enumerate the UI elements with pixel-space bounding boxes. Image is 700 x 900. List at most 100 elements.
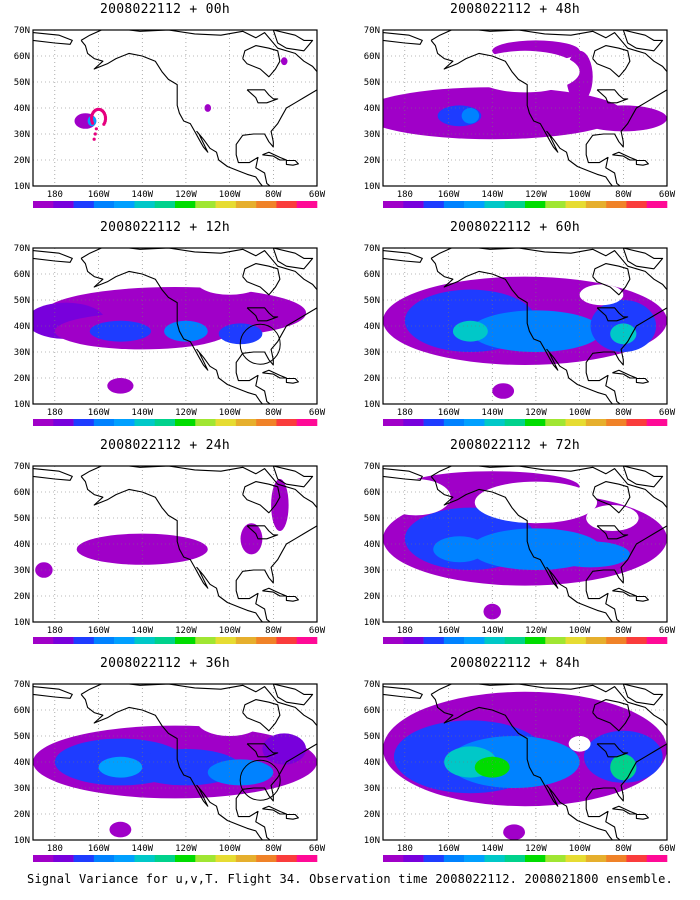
lat-label: 40N: [364, 540, 380, 550]
lon-label: 80W: [265, 190, 282, 200]
lon-label: 120W: [525, 190, 547, 200]
lon-label: 160W: [438, 408, 460, 418]
colorbar-segment: [256, 637, 277, 644]
map-canvas: 70N 60N 50N 40N 30N 20N 10N 180 160W 140W 120W 100W…: [364, 462, 676, 644]
colorbar-segment: [585, 637, 607, 644]
lon-label: 160W: [438, 190, 460, 200]
variance-field: [164, 320, 208, 342]
colorbar-segment: [235, 637, 257, 644]
colorbar-segment: [296, 855, 318, 862]
map-panel: 70N 60N 50N 40N 30N 20N 10N 180 160W 140W 120W 100W…: [0, 218, 330, 426]
lat-label: 30N: [14, 784, 30, 794]
colorbar-segment: [383, 637, 404, 644]
colorbar-segment: [525, 419, 546, 426]
colorbar-segment: [33, 855, 54, 862]
colorbar-segment: [383, 855, 404, 862]
lat-label: 50N: [364, 296, 380, 306]
lat-label: 40N: [14, 322, 30, 332]
map-panel: 70N 60N 50N 40N 30N 20N 10N 180 160W 140W 120W 100W…: [0, 0, 330, 208]
variance-field: [240, 523, 263, 555]
lon-label: 80W: [265, 626, 282, 636]
colorbar-segment: [235, 855, 257, 862]
lon-label: 140W: [131, 844, 153, 854]
lat-label: 50N: [364, 78, 380, 88]
map-canvas: 70N 60N 50N 40N 30N 20N 10N 180 160W 140W 120W 100W…: [14, 244, 326, 426]
panel-title: 2008022112 + 72h: [449, 438, 581, 453]
lon-label: 140W: [131, 408, 153, 418]
colorbar-segment: [585, 855, 607, 862]
lat-label: 70N: [14, 680, 30, 690]
lat-label: 30N: [14, 348, 30, 358]
lat-label: 10N: [14, 400, 30, 410]
lon-label: 120W: [525, 408, 547, 418]
lon-label: 180: [397, 190, 413, 200]
colorbar-segment: [525, 201, 546, 208]
lon-label: 140W: [131, 626, 153, 636]
lon-label: 120W: [525, 844, 547, 854]
variance-field: [207, 759, 274, 786]
variance-field: [452, 320, 488, 342]
colorbar-segment: [484, 201, 506, 208]
variance-field: [204, 104, 212, 112]
colorbar-segment: [53, 855, 74, 862]
colorbar-segment: [93, 201, 115, 208]
colorbar-segment: [464, 201, 485, 208]
colorbar-segment: [33, 201, 54, 208]
map-canvas: 70N 60N 50N 40N 30N 20N 10N 180 160W 140W 120W 100W…: [364, 680, 676, 862]
lon-label: 160W: [88, 844, 110, 854]
colorbar-segment: [53, 419, 74, 426]
variance-field: [483, 603, 501, 620]
colorbar-segment: [53, 201, 74, 208]
lat-label: 20N: [14, 374, 30, 384]
lon-label: 120W: [175, 844, 197, 854]
colorbar-segment: [175, 637, 196, 644]
lat-label: 70N: [364, 26, 380, 36]
lat-label: 50N: [364, 732, 380, 742]
colorbar-segment: [464, 419, 485, 426]
map-canvas: 70N 60N 50N 40N 30N 20N 10N 180 160W 140W 120W 100W…: [14, 26, 326, 208]
panel-title: 2008022112 + 48h: [449, 2, 581, 17]
colorbar-segment: [484, 419, 506, 426]
colorbar-segment: [403, 419, 424, 426]
lat-label: 70N: [364, 244, 380, 254]
lon-label: 160W: [88, 626, 110, 636]
colorbar-segment: [195, 201, 216, 208]
variance-field: [551, 541, 630, 568]
lat-label: 30N: [364, 348, 380, 358]
colorbar-segment: [606, 419, 627, 426]
colorbar-segment: [545, 419, 566, 426]
colorbar-segment: [235, 419, 257, 426]
map-panel: 70N 60N 50N 40N 30N 20N 10N 180 160W 140W 120W 100W…: [350, 436, 680, 644]
lat-label: 70N: [364, 680, 380, 690]
lat-label: 20N: [364, 156, 380, 166]
colorbar-segment: [134, 855, 156, 862]
lon-label: 120W: [525, 626, 547, 636]
colorbar-segment: [215, 201, 237, 208]
lon-label: 160W: [88, 408, 110, 418]
lon-label: 100W: [569, 626, 591, 636]
colorbar-segment: [154, 419, 176, 426]
colorbar-segment: [423, 419, 445, 426]
variance-field: [107, 378, 134, 394]
colorbar-segment: [504, 637, 526, 644]
map-panel: 70N 60N 50N 40N 30N 20N 10N 180 160W 140W 120W 100W…: [350, 0, 680, 208]
variance-field: [433, 536, 486, 563]
lat-label: 30N: [364, 784, 380, 794]
lon-label: 60W: [309, 190, 326, 200]
colorbar-segment: [154, 855, 176, 862]
colorbar-segment: [276, 419, 298, 426]
colorbar-segment: [154, 637, 176, 644]
map-canvas: 70N 60N 50N 40N 30N 20N 10N 180 160W 140W 120W 100W…: [364, 244, 676, 426]
colorbar-segment: [175, 419, 196, 426]
colorbar-segment: [585, 419, 607, 426]
colorbar-segment: [403, 637, 424, 644]
colorbar-segment: [215, 637, 237, 644]
colorbar-segment: [525, 855, 546, 862]
colorbar-segment: [93, 855, 115, 862]
lat-label: 60N: [14, 706, 30, 716]
colorbar-segment: [296, 419, 318, 426]
lon-label: 140W: [481, 844, 503, 854]
lon-label: 80W: [615, 844, 632, 854]
colorbar-segment: [296, 637, 318, 644]
colorbar-segment: [443, 855, 465, 862]
